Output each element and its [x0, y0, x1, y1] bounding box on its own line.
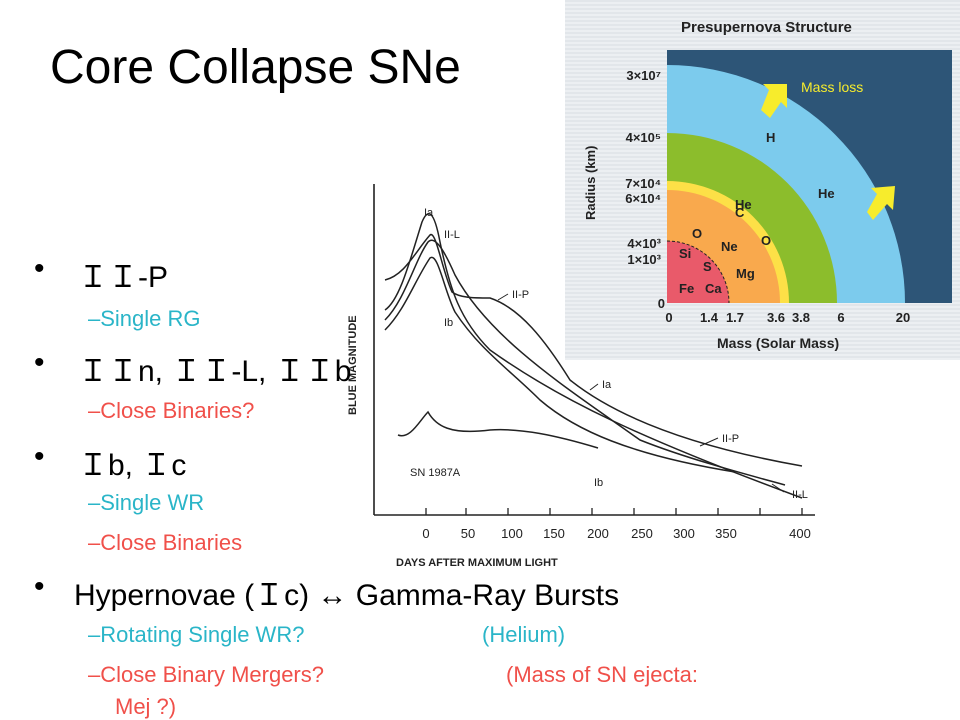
bullet-iip: • ＩＩ-P — [34, 252, 168, 296]
y-tick-label: 4×10³ — [627, 236, 661, 251]
y-tick-label: 0 — [658, 296, 665, 311]
curve-ia — [384, 212, 803, 499]
sub-helium: (Helium) — [482, 622, 566, 647]
label-s: S — [703, 259, 712, 274]
label-o-inner: O — [692, 226, 702, 241]
y-tick-label: 1×10³ — [627, 252, 661, 267]
y-tick-label: 7×10⁴ — [625, 176, 661, 191]
structure-y-axis-label: Radius (km) — [583, 146, 598, 220]
label-ib-mid: Ib — [444, 317, 453, 329]
bullet-ib-ic: • Ｉb, Ｉc — [34, 440, 187, 484]
label-he-inner: He — [735, 197, 752, 212]
x-tick-label: 3.8 — [792, 310, 810, 325]
curve-ib — [384, 256, 736, 473]
bullet-label: ＩＩn, ＩＩ-L, ＩＩb — [78, 355, 352, 388]
x-tick-label: 100 — [501, 526, 523, 541]
label-c: C — [735, 205, 745, 220]
sub-close-binaries-q: –Close Binaries? — [88, 398, 255, 423]
x-tick-label: 150 — [543, 526, 565, 541]
bullet-label: Hypernovae (Ｉc) ↔ Gamma-Ray Bursts — [74, 579, 620, 612]
x-tick-label: 1.4 — [700, 310, 719, 325]
bullet-dot: • — [34, 570, 45, 603]
label-si: Si — [679, 246, 691, 261]
x-tick-label: 0 — [422, 526, 429, 541]
label-ia-top: Ia — [424, 207, 434, 219]
slide-title: Core Collapse SNe — [50, 41, 461, 94]
sub-single-wr: –Single WR — [88, 490, 205, 515]
bullet-hypernovae: • Hypernovae (Ｉc) ↔ Gamma-Ray Bursts — [34, 570, 620, 614]
sub-close-binary-mergers: –Close Binary Mergers? — [88, 662, 324, 687]
label-he-outer: He — [818, 186, 835, 201]
y-tick-label: 3×10⁷ — [626, 68, 661, 83]
x-tick-label: 400 — [789, 526, 811, 541]
label-h: H — [766, 130, 775, 145]
label-mg: Mg — [736, 266, 755, 281]
bullet-dot: • — [34, 252, 45, 285]
x-tick-label: 300 — [673, 526, 695, 541]
label-sn1987a: SN 1987A — [410, 467, 461, 479]
sub-mej: Mej ?) — [115, 694, 177, 719]
label-ia-mid: Ia — [602, 379, 612, 391]
x-tick-label: 1.7 — [726, 310, 744, 325]
y-axis-label: BLUE MAGNITUDE — [347, 315, 359, 415]
x-tick-label: 20 — [896, 310, 910, 325]
layer-silicon — [667, 241, 729, 303]
bullet-label: ＩＩ-P — [78, 261, 168, 294]
x-tick-label: 200 — [587, 526, 609, 541]
label-iil-top: II-L — [444, 229, 460, 241]
x-tick-label: 250 — [631, 526, 653, 541]
sub-single-rg: –Single RG — [88, 306, 201, 331]
bullet-label: Ｉb, Ｉc — [78, 449, 187, 482]
bullet-dot: • — [34, 440, 45, 473]
presupernova-structure-figure: Presupernova Structure H He He C O O Ne … — [565, 0, 960, 360]
curve-iip — [384, 234, 803, 467]
curve-sn1987a — [397, 410, 599, 449]
mass-loss-arrows — [761, 84, 895, 220]
x-axis-label: DAYS AFTER MAXIMUM LIGHT — [396, 557, 558, 569]
bullet-iin-iil-iib: • ＩＩn, ＩＩ-L, ＩＩb — [34, 346, 352, 390]
sub-close-binaries: –Close Binaries — [88, 530, 243, 555]
mass-loss-label: Mass loss — [801, 79, 863, 95]
x-tick-label: 6 — [837, 310, 844, 325]
label-ne: Ne — [721, 239, 738, 254]
label-iil-end: II-L — [792, 489, 808, 501]
x-tick-label: 3.6 — [767, 310, 785, 325]
x-tick-label: 350 — [715, 526, 737, 541]
label-iip-mid: II-P — [512, 289, 529, 301]
structure-x-axis-label: Mass (Solar Mass) — [717, 335, 839, 351]
curve-iil — [384, 239, 786, 486]
label-o-outer: O — [761, 233, 771, 248]
label-ib-end: Ib — [594, 477, 603, 489]
structure-title: Presupernova Structure — [681, 19, 852, 36]
label-fe: Fe — [679, 281, 694, 296]
sub-rotating-single-wr: –Rotating Single WR? — [88, 622, 305, 647]
sub-mass-ejecta: (Mass of SN ejecta: — [506, 662, 698, 687]
y-tick-label: 6×10⁴ — [625, 191, 661, 206]
x-ticks — [425, 508, 803, 515]
x-tick-label: 50 — [461, 526, 475, 541]
y-tick-label: 4×10⁵ — [626, 130, 661, 145]
bullet-dot: • — [34, 346, 45, 379]
x-tick-label: 0 — [665, 310, 672, 325]
label-iip-end: II-P — [722, 433, 739, 445]
label-ca: Ca — [705, 281, 722, 296]
